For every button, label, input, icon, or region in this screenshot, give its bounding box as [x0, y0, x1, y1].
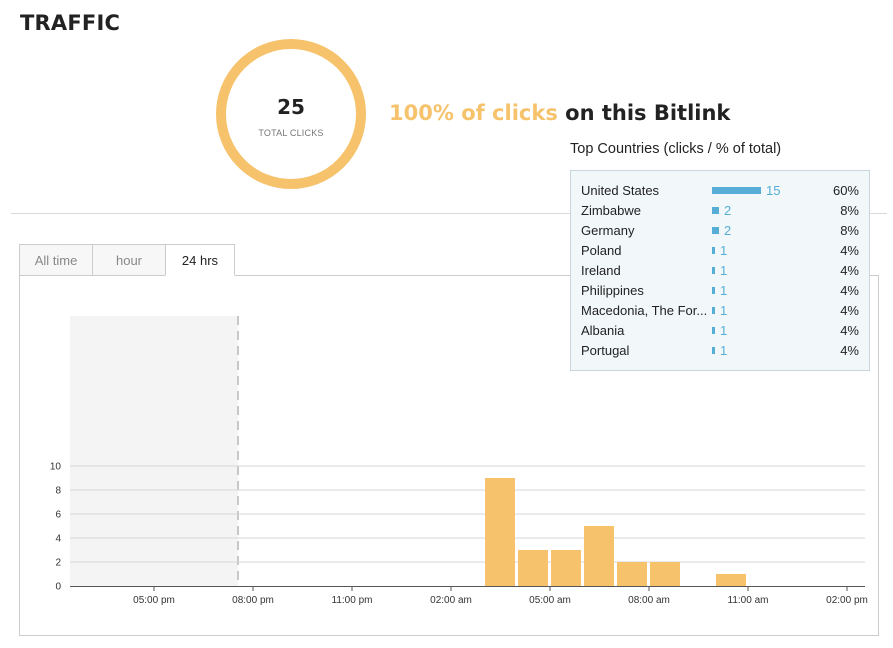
y-tick-label: 4 — [55, 534, 61, 545]
country-click-percent: 4% — [840, 323, 859, 338]
country-row: Ireland 1 4% — [581, 261, 859, 281]
country-row: Germany 2 8% — [581, 221, 859, 241]
chart-bar — [518, 550, 548, 586]
y-tick-label: 6 — [55, 510, 61, 521]
country-name: United States — [581, 183, 660, 198]
country-click-bar — [712, 187, 761, 194]
country-click-percent: 4% — [840, 263, 859, 278]
traffic-chart: 0 2 4 6 8 10 05:00 pm 08:00 pm 11:00 pm 02:00 am 0… — [19, 275, 879, 636]
x-tick-label: 11:00 am — [728, 595, 769, 606]
x-tick-label: 08:00 am — [628, 595, 670, 606]
country-click-bar — [712, 207, 719, 214]
country-name: Macedonia, The For... — [581, 303, 708, 318]
total-clicks-count: 25 — [277, 95, 305, 119]
country-name: Poland — [581, 243, 622, 258]
chart-bar — [584, 526, 614, 586]
x-tick-label: 02:00 am — [430, 595, 472, 606]
time-range-tabs: All time hour 24 hrs — [19, 244, 235, 276]
country-click-count: 1 — [720, 243, 728, 258]
x-tick-label: 05:00 am — [529, 595, 571, 606]
x-tick-label: 11:00 pm — [332, 595, 373, 606]
chart-bar — [650, 562, 680, 586]
country-row: Zimbabwe 2 8% — [581, 201, 859, 221]
tab-hour[interactable]: hour — [92, 244, 165, 276]
chart-bar — [716, 574, 746, 586]
country-click-percent: 4% — [840, 283, 859, 298]
country-click-bar — [712, 327, 715, 334]
y-tick-label: 2 — [55, 558, 61, 569]
country-click-percent: 4% — [840, 303, 859, 318]
y-tick-label: 10 — [50, 462, 62, 473]
tab-24-hrs[interactable]: 24 hrs — [165, 244, 235, 276]
country-name: Germany — [581, 223, 635, 238]
country-name: Philippines — [581, 283, 644, 298]
x-tick-label: 05:00 pm — [133, 595, 175, 606]
country-click-percent: 4% — [840, 343, 859, 358]
country-row: Albania 1 4% — [581, 321, 859, 341]
country-name: Portugal — [581, 343, 630, 358]
country-click-percent: 8% — [840, 223, 859, 238]
no-data-region — [70, 316, 238, 586]
country-click-percent: 8% — [840, 203, 859, 218]
country-click-count: 1 — [720, 323, 728, 338]
y-tick-label: 8 — [55, 486, 61, 497]
country-row: Macedonia, The For... 1 4% — [581, 301, 859, 321]
country-click-count: 2 — [724, 223, 732, 238]
country-click-bar — [712, 287, 715, 294]
country-name: Zimbabwe — [581, 203, 641, 218]
x-tick-label: 08:00 pm — [232, 595, 274, 606]
country-click-bar — [712, 307, 715, 314]
country-row: Philippines 1 4% — [581, 281, 859, 301]
top-countries-title: Top Countries (clicks / % of total) — [570, 141, 782, 157]
country-click-count: 1 — [720, 343, 728, 358]
country-click-count: 1 — [720, 283, 728, 298]
country-name: Ireland — [581, 263, 621, 278]
y-tick-label: 0 — [55, 582, 61, 593]
x-tick-label: 02:00 pm — [826, 595, 868, 606]
country-click-bar — [712, 267, 715, 274]
country-name: Albania — [581, 323, 625, 338]
country-click-bar — [712, 247, 715, 254]
country-row: Poland 1 4% — [581, 241, 859, 261]
country-click-percent: 4% — [840, 243, 859, 258]
clicks-headline: 100% of clicks on this Bitlink — [389, 101, 730, 125]
country-click-bar — [712, 227, 719, 234]
country-click-count: 2 — [724, 203, 732, 218]
country-click-count: 15 — [766, 183, 781, 198]
traffic-chart-svg: 0 2 4 6 8 10 05:00 pm 08:00 pm 11:00 pm 02:00 am 0… — [50, 316, 868, 606]
divider — [11, 213, 887, 214]
country-click-count: 1 — [720, 303, 728, 318]
country-click-count: 1 — [720, 263, 728, 278]
chart-bar — [551, 550, 581, 586]
headline-rest: on this Bitlink — [557, 101, 731, 125]
total-clicks-label: TOTAL CLICKS — [258, 128, 324, 138]
country-row: Portugal 1 4% — [581, 341, 859, 361]
chart-bar — [617, 562, 647, 586]
country-click-percent: 60% — [832, 183, 859, 198]
chart-bar — [485, 478, 515, 586]
total-clicks-ring: 25 TOTAL CLICKS — [216, 39, 366, 189]
section-title: TRAFFIC — [20, 11, 121, 35]
country-row: United States 15 60% — [581, 181, 859, 201]
top-countries-panel: United States 15 60% Zimbabwe 2 8% Germany 2 8% P… — [570, 170, 870, 371]
country-click-bar — [712, 347, 715, 354]
tab-all-time[interactable]: All time — [19, 244, 92, 276]
clicks-percentage: 100% of clicks — [389, 101, 558, 125]
